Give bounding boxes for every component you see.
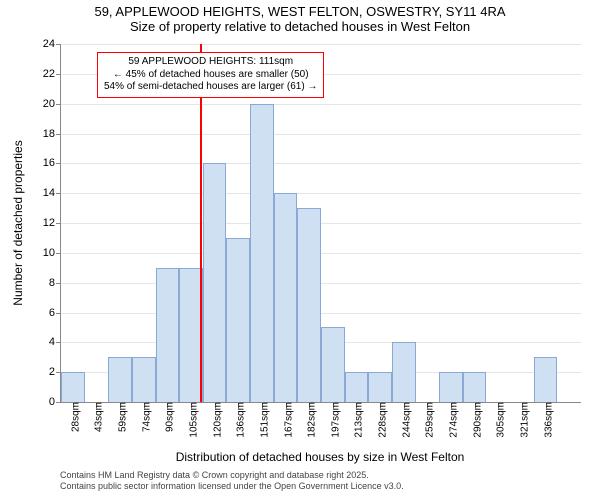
histogram-bar [439,372,463,402]
ytick-label: 4 [49,336,61,348]
histogram-bar [297,208,321,402]
gridline [61,44,581,45]
xtick-label: 321sqm [513,402,530,438]
annotation-line: ← 45% of detached houses are smaller (50… [104,69,317,82]
gridline [61,134,581,135]
xtick-label: 28sqm [64,402,81,432]
histogram-chart: 02468101214161820222428sqm43sqm59sqm74sq… [60,44,581,403]
gridline [61,104,581,105]
ytick-label: 8 [49,277,61,289]
caption-line-2: Contains public sector information licen… [60,481,404,492]
ytick-label: 2 [49,366,61,378]
ytick-label: 24 [43,38,61,50]
x-axis-label: Distribution of detached houses by size … [176,450,465,464]
xtick-label: 120sqm [206,402,223,438]
xtick-label: 151sqm [253,402,270,438]
xtick-label: 74sqm [135,402,152,432]
annotation-line: 54% of semi-detached houses are larger (… [104,81,317,94]
gridline [61,193,581,194]
histogram-bar [534,357,558,402]
ytick-label: 12 [43,217,61,229]
histogram-bar [463,372,487,402]
ytick-label: 18 [43,128,61,140]
xtick-label: 167sqm [277,402,294,438]
xtick-label: 182sqm [301,402,318,438]
histogram-bar [345,372,369,402]
histogram-bar [392,342,416,402]
reference-line [200,44,202,402]
ytick-label: 0 [49,396,61,408]
histogram-bar [321,327,345,402]
xtick-label: 244sqm [395,402,412,438]
histogram-bar [274,193,298,402]
xtick-label: 228sqm [372,402,389,438]
xtick-label: 305sqm [490,402,507,438]
ytick-label: 6 [49,307,61,319]
histogram-bar [368,372,392,402]
xtick-label: 90sqm [159,402,176,432]
ytick-label: 14 [43,187,61,199]
y-axis-label: Number of detached properties [11,140,25,305]
xtick-label: 274sqm [443,402,460,438]
histogram-bar [61,372,85,402]
ytick-label: 10 [43,247,61,259]
xtick-label: 336sqm [537,402,554,438]
histogram-bar [203,163,227,402]
annotation-line: 59 APPLEWOOD HEIGHTS: 111sqm [104,56,317,69]
gridline [61,283,581,284]
xtick-label: 213sqm [348,402,365,438]
histogram-bar [108,357,132,402]
xtick-label: 59sqm [112,402,129,432]
xtick-label: 105sqm [183,402,200,438]
xtick-label: 197sqm [324,402,341,438]
title-line-1: 59, APPLEWOOD HEIGHTS, WEST FELTON, OSWE… [0,0,600,19]
xtick-label: 43sqm [88,402,105,432]
caption: Contains HM Land Registry data © Crown c… [60,470,404,492]
histogram-bar [156,268,180,402]
histogram-bar [250,104,274,402]
caption-line-1: Contains HM Land Registry data © Crown c… [60,470,404,481]
histogram-bar [226,238,250,402]
gridline [61,223,581,224]
gridline [61,163,581,164]
ytick-label: 16 [43,157,61,169]
annotation-box: 59 APPLEWOOD HEIGHTS: 111sqm← 45% of det… [97,52,324,98]
gridline [61,253,581,254]
xtick-label: 290sqm [466,402,483,438]
ytick-label: 22 [43,68,61,80]
ytick-label: 20 [43,98,61,110]
histogram-bar [132,357,156,402]
xtick-label: 259sqm [419,402,436,438]
xtick-label: 136sqm [230,402,247,438]
title-line-2: Size of property relative to detached ho… [0,19,600,34]
gridline [61,313,581,314]
